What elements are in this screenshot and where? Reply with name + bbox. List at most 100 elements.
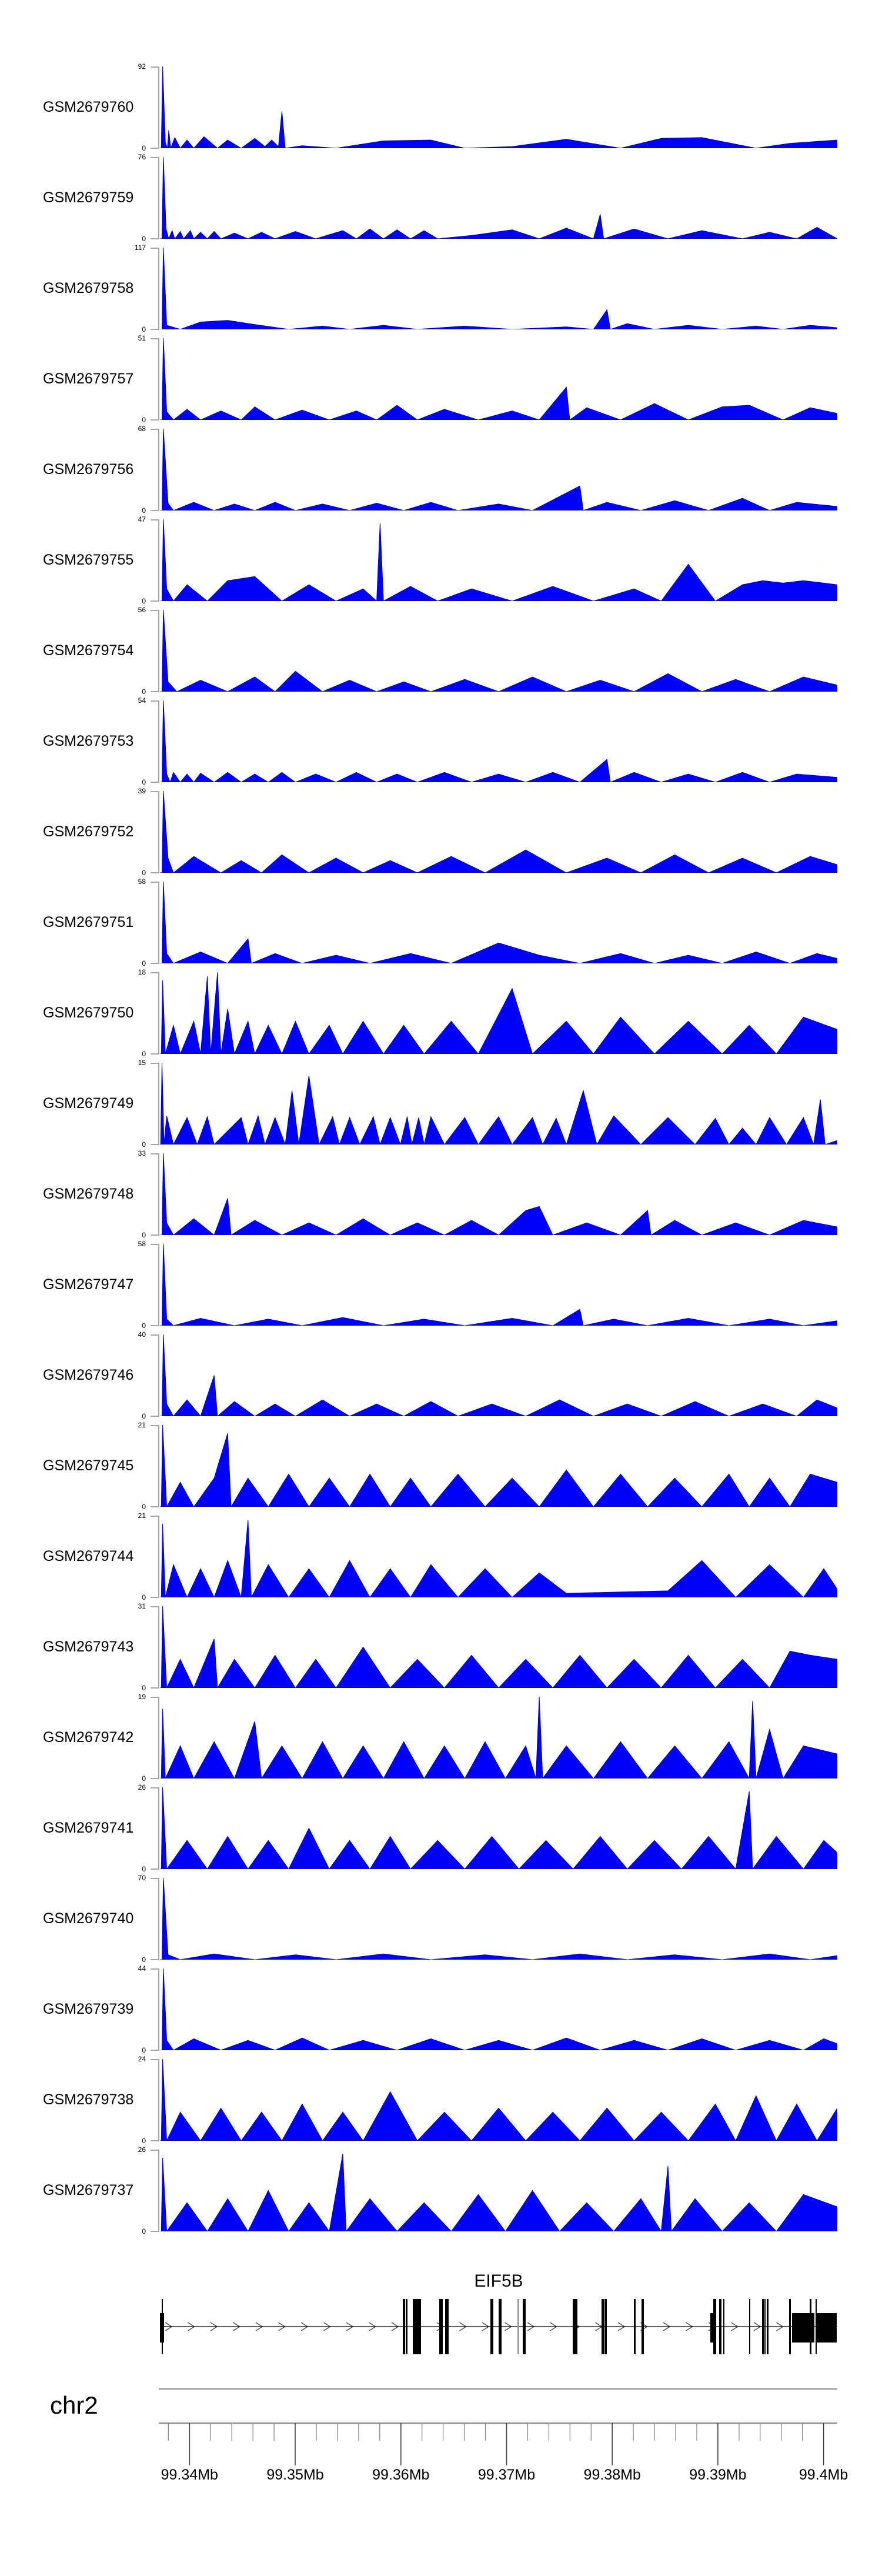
y-axis-top-tick: [151, 1787, 159, 1788]
exon-bar: [719, 2299, 721, 2354]
exon-bar: [789, 2299, 791, 2354]
y-axis-top-tick: [151, 610, 159, 611]
track-zero-label: 0: [142, 1231, 146, 1239]
coverage-track-row: GSM2679749 15 0: [0, 1059, 882, 1148]
y-axis-line: [158, 1153, 159, 1236]
track-zero-label: 0: [142, 506, 146, 515]
coverage-track-row: GSM2679737 26 0: [0, 2146, 882, 2235]
y-axis-top-tick: [151, 1425, 159, 1426]
track-zero-label: 0: [142, 1503, 146, 1511]
y-axis-line: [158, 157, 159, 239]
y-axis-top-tick: [151, 1153, 159, 1154]
exon-bar: [403, 2299, 405, 2354]
exon-bar: [490, 2299, 493, 2354]
y-axis-line: [158, 1334, 159, 1417]
exon-bar: [642, 2299, 644, 2354]
coverage-track-row: GSM2679759 76 0: [0, 154, 882, 242]
track-zero-label: 0: [142, 778, 146, 786]
coverage-track-row: GSM2679743 31 0: [0, 1602, 882, 1691]
y-axis-zero-tick: [151, 691, 159, 692]
y-axis-top-tick: [151, 1606, 159, 1607]
coverage-polygon: [160, 1334, 837, 1416]
y-axis-line: [158, 791, 159, 873]
track-sample-label: GSM2679737: [43, 2182, 134, 2198]
track-zero-label: 0: [142, 1322, 146, 1330]
coverage-track-row: GSM2679742 19 0: [0, 1693, 882, 1782]
coverage-track-row: GSM2679748 33 0: [0, 1149, 882, 1239]
y-axis-line: [158, 2150, 159, 2232]
exon-bar: [816, 2299, 817, 2354]
track-zero-label: 0: [142, 1412, 146, 1420]
exon-box: [816, 2313, 837, 2343]
y-axis-zero-tick: [151, 1959, 159, 1960]
exon-bar: [523, 2299, 526, 2354]
coverage-track-row: GSM2679739 44 0: [0, 1964, 882, 2054]
track-sample-label: GSM2679749: [43, 1095, 134, 1112]
coverage-track-row: GSM2679741 26 0: [0, 1784, 882, 1873]
exon-bar: [604, 2299, 607, 2354]
track-zero-label: 0: [142, 597, 146, 605]
exon-bar: [764, 2299, 766, 2354]
track-sample-label: GSM2679752: [43, 823, 134, 840]
coverage-track-row: GSM2679747 58 0: [0, 1240, 882, 1330]
coverage-track-row: GSM2679752 39 0: [0, 788, 882, 876]
y-axis-zero-tick: [151, 1144, 159, 1145]
track-zero-label: 0: [142, 2227, 146, 2235]
coverage-area-plot: [160, 338, 837, 420]
exon-bar: [762, 2299, 764, 2354]
track-ymax-label: 58: [138, 1240, 146, 1248]
track-ymax-label: 31: [138, 1602, 146, 1610]
y-axis-top-tick: [151, 1516, 159, 1517]
axis-tick-label: 99.37Mb: [477, 2467, 536, 2483]
exon-bar: [439, 2299, 443, 2354]
y-axis-line: [158, 1063, 159, 1145]
y-axis-zero-tick: [151, 1053, 159, 1055]
y-axis-line: [158, 1968, 159, 2051]
track-ymax-label: 15: [138, 1059, 146, 1067]
track-zero-label: 0: [142, 1140, 146, 1149]
y-axis-top-tick: [151, 1334, 159, 1336]
exon-bar: [749, 2299, 750, 2354]
track-sample-label: GSM2679756: [43, 461, 134, 478]
coverage-track-row: GSM2679758 117 0: [0, 244, 882, 333]
track-ymax-label: 33: [138, 1149, 146, 1157]
y-axis-top-tick: [151, 1244, 159, 1245]
track-sample-label: GSM2679754: [43, 642, 134, 659]
y-axis-zero-tick: [151, 1687, 159, 1689]
y-axis-zero-tick: [151, 1416, 159, 1417]
track-sample-label: GSM2679753: [43, 733, 134, 749]
exon-bar: [810, 2299, 811, 2354]
y-axis-top-tick: [151, 791, 159, 792]
coverage-track-row: GSM2679746 40 0: [0, 1331, 882, 1420]
coverage-area-plot: [160, 1606, 837, 1688]
axis-tick-label: 99.4Mb: [799, 2467, 848, 2483]
track-sample-label: GSM2679759: [43, 189, 134, 206]
track-ymax-label: 92: [138, 62, 146, 71]
coverage-polygon: [160, 338, 837, 420]
exon-bar-gray: [517, 2299, 519, 2354]
y-axis-zero-tick: [151, 510, 159, 511]
y-axis-top-tick: [151, 1968, 159, 1970]
track-zero-label: 0: [142, 1593, 146, 1601]
coverage-area-plot: [160, 1334, 837, 1416]
coverage-polygon: [160, 882, 837, 963]
coverage-track-row: GSM2679753 54 0: [0, 697, 882, 786]
track-ymax-label: 117: [134, 243, 146, 252]
coverage-polygon: [160, 791, 837, 873]
track-ymax-label: 70: [138, 1874, 146, 1882]
coverage-track-row: GSM2679757 51 0: [0, 335, 882, 423]
y-axis-zero-tick: [151, 329, 159, 330]
track-ymax-label: 44: [138, 1964, 146, 1973]
track-ymax-label: 58: [138, 877, 146, 886]
coverage-polygon: [160, 1244, 837, 1326]
coverage-area-plot: [160, 1968, 837, 2050]
coverage-polygon: [160, 1425, 837, 1507]
coverage-polygon: [160, 1519, 837, 1597]
coverage-polygon: [160, 66, 837, 148]
y-axis-zero-tick: [151, 1778, 159, 1779]
track-zero-label: 0: [142, 1865, 146, 1873]
track-sample-label: GSM2679745: [43, 1457, 134, 1474]
coverage-track-row: GSM2679745 21 0: [0, 1422, 882, 1511]
y-axis-zero-tick: [151, 872, 159, 873]
track-sample-label: GSM2679747: [43, 1276, 134, 1293]
